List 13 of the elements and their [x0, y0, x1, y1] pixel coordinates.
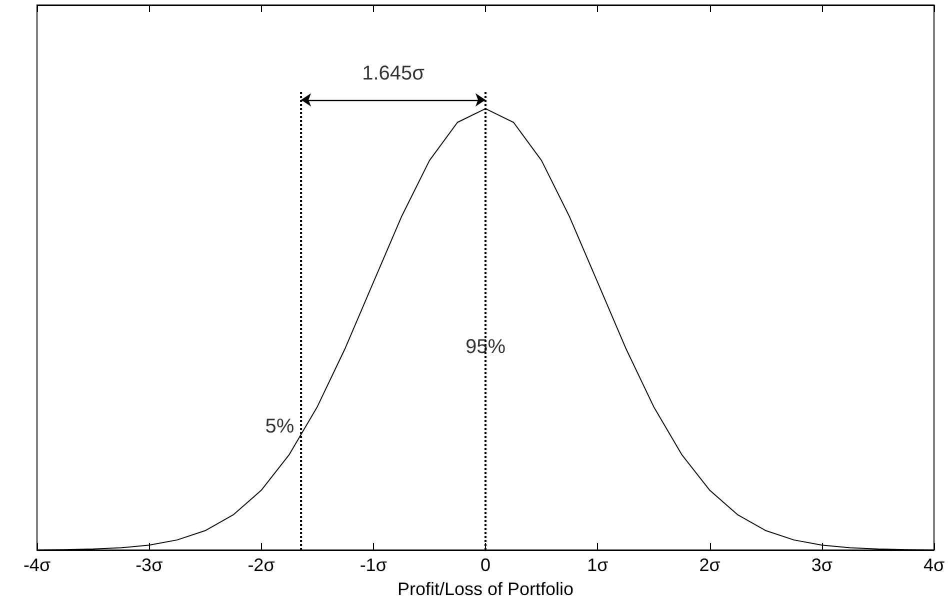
- x-tick-label: -1σ: [360, 555, 387, 575]
- x-tick-label: 4σ: [923, 555, 945, 575]
- x-tick-label: 2σ: [699, 555, 720, 575]
- x-tick-label: 1σ: [587, 555, 608, 575]
- annotation: 95%: [465, 336, 506, 358]
- x-tick-label: -2σ: [248, 555, 275, 575]
- x-axis-title: Profit/Loss of Portfolio: [397, 579, 574, 599]
- text: 1.645σ: [362, 62, 426, 84]
- x-tick-label: -3σ: [136, 555, 163, 575]
- x-tick-label: 3σ: [811, 555, 832, 575]
- x-tick-label: 0: [480, 555, 491, 575]
- x-tick-label: -4σ: [23, 555, 51, 575]
- annotation: 5%: [265, 415, 294, 438]
